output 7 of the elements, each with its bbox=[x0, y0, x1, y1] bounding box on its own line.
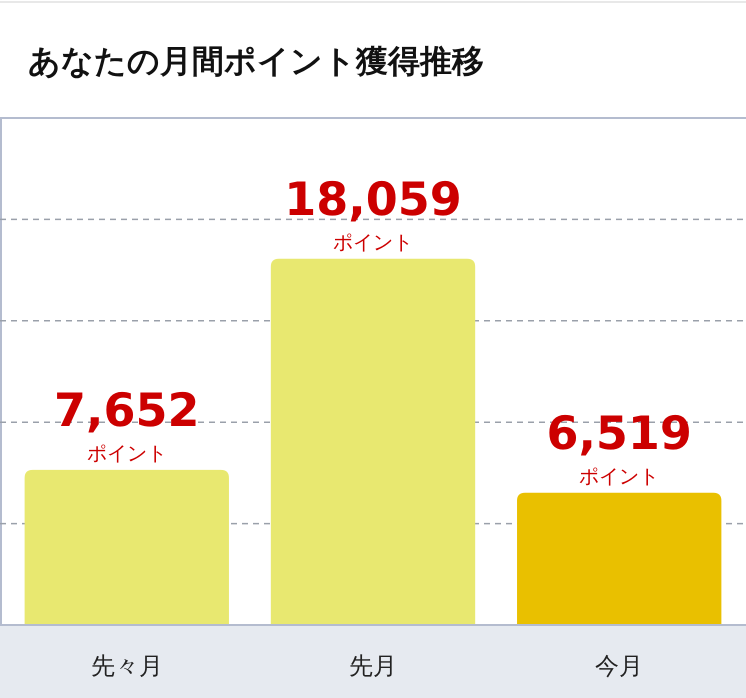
data-label: 6,519 ポイント bbox=[546, 406, 692, 488]
data-label: 7,652 ポイント bbox=[54, 382, 200, 465]
data-label: 18,059 ポイント bbox=[284, 172, 462, 254]
chart-title: あなたの月間ポイント獲得推移 bbox=[28, 42, 484, 80]
x-tick-label: 先月 bbox=[349, 652, 397, 680]
x-tick-label: 今月 bbox=[595, 652, 644, 680]
x-tick-label: 先々月 bbox=[90, 652, 163, 680]
